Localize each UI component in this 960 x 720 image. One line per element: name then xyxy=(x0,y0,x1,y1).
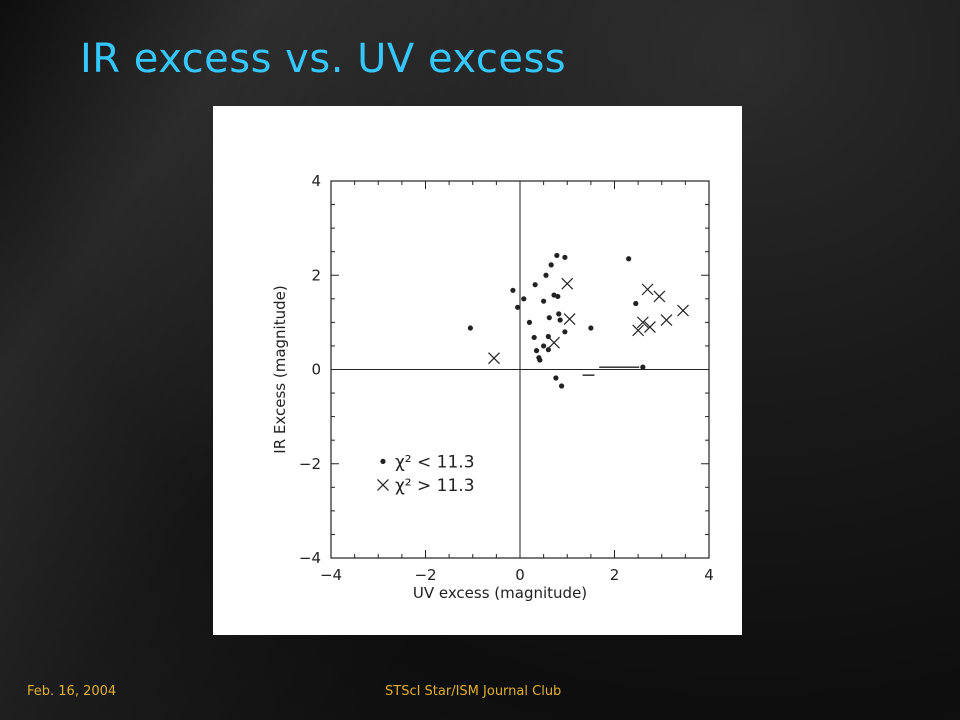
data-point-cross xyxy=(488,352,500,365)
data-point-dot xyxy=(543,272,549,278)
x-tick-label: −2 xyxy=(414,566,436,584)
data-point-cross xyxy=(677,304,689,317)
data-point-dot xyxy=(553,375,559,381)
data-point-cross xyxy=(632,324,645,337)
data-point-dot xyxy=(515,304,521,310)
data-point-dot xyxy=(533,348,540,354)
data-point-dot xyxy=(532,282,538,288)
x-tick-label: 0 xyxy=(515,566,525,584)
data-point-dot xyxy=(626,256,632,262)
footer-date: Feb. 16, 2004 xyxy=(27,684,117,699)
data-point-dot xyxy=(521,296,527,302)
data-point-dot xyxy=(510,287,516,293)
legend-label-dot: χ² < 11.3 xyxy=(395,452,475,472)
data-point-cross xyxy=(561,277,574,290)
y-tick-label: 0 xyxy=(311,361,321,379)
data-point-dot xyxy=(562,254,568,260)
data-point-dot xyxy=(588,325,594,331)
legend-cross-marker xyxy=(377,479,389,491)
data-point-dot xyxy=(541,298,547,304)
x-tick-label: 4 xyxy=(704,566,714,584)
y-tick-label: −4 xyxy=(299,549,321,567)
data-point-cross xyxy=(563,313,576,326)
data-point-dot xyxy=(555,293,561,300)
y-tick-label: 2 xyxy=(311,266,321,284)
data-point-dot xyxy=(548,262,554,268)
data-point-dot xyxy=(526,319,533,325)
data-point-dot xyxy=(562,329,568,335)
data-point-dot xyxy=(640,364,646,370)
data-point-cross xyxy=(644,321,656,334)
slide-title: IR excess vs. UV excess xyxy=(80,36,567,82)
data-point-dot xyxy=(531,334,537,341)
y-tick-label: −2 xyxy=(299,455,321,473)
data-point-cross xyxy=(653,290,666,303)
data-point-dot xyxy=(537,357,543,363)
x-axis-label: UV excess (magnitude) xyxy=(413,584,587,602)
legend-dot-marker xyxy=(380,458,386,464)
x-tick-label: 2 xyxy=(610,566,620,584)
data-point-dot xyxy=(541,343,547,349)
data-point-dot xyxy=(545,347,551,353)
x-tick-label: −4 xyxy=(320,566,342,584)
data-point-cross xyxy=(636,316,649,329)
data-point-dot xyxy=(557,317,563,323)
scatter-plot: −4 −2 0 2 4 4 2 0 −2 −4 UV excess (magnitude) IR Ex… xyxy=(271,172,714,602)
data-point-dot xyxy=(546,315,552,321)
data-point-cross xyxy=(548,336,560,349)
data-point-dot xyxy=(558,383,565,389)
legend-label-cross: χ² > 11.3 xyxy=(395,476,475,496)
data-point-dot xyxy=(633,300,639,307)
data-point-dot xyxy=(554,252,560,259)
data-point-dot xyxy=(467,325,473,331)
footer-event: STScI Star/ISM Journal Club xyxy=(385,684,562,699)
data-point-dot xyxy=(556,311,562,317)
y-tick-label: 4 xyxy=(311,172,321,190)
data-point-cross xyxy=(641,283,654,296)
y-axis-label: IR Excess (magnitude) xyxy=(271,285,289,453)
scatter-figure: −4 −2 0 2 4 4 2 0 −2 −4 UV excess (magnitude) IR Ex… xyxy=(213,106,742,635)
data-point-cross xyxy=(660,314,673,326)
